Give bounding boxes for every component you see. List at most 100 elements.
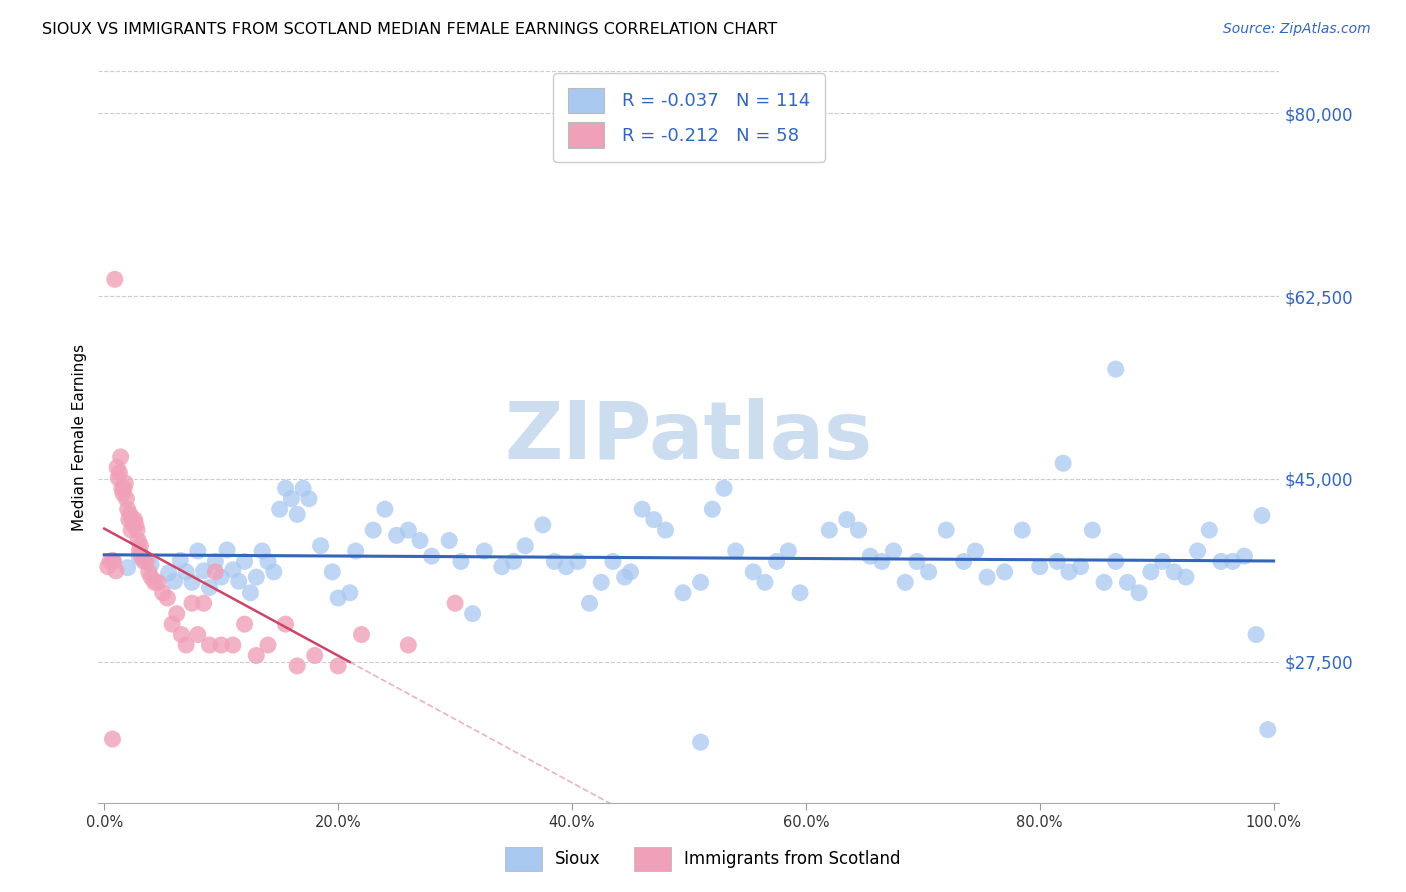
Point — [1011, 523, 1033, 537]
Point — [602, 554, 624, 568]
Point — [117, 502, 139, 516]
Point — [883, 544, 905, 558]
Point — [98, 554, 121, 568]
Point — [1152, 554, 1174, 568]
Point — [129, 539, 152, 553]
Point — [965, 544, 987, 558]
Point — [578, 596, 600, 610]
Point — [103, 554, 125, 568]
Point — [396, 638, 419, 652]
Point — [531, 517, 554, 532]
Point — [472, 544, 495, 558]
Point — [181, 575, 204, 590]
Point — [118, 508, 141, 522]
Point — [613, 570, 636, 584]
Point — [304, 648, 326, 663]
Point — [491, 559, 513, 574]
Point — [309, 539, 332, 553]
Point — [672, 586, 695, 600]
Text: ZIPatlas: ZIPatlas — [505, 398, 873, 476]
Point — [1029, 559, 1052, 574]
Point — [292, 481, 315, 495]
Point — [654, 523, 676, 537]
Point — [198, 581, 221, 595]
Point — [385, 528, 408, 542]
Point — [859, 549, 882, 564]
Point — [174, 565, 197, 579]
Point — [396, 523, 419, 537]
Point — [193, 564, 215, 578]
Point — [143, 575, 166, 590]
Point — [138, 565, 160, 579]
Point — [994, 565, 1017, 579]
Point — [118, 513, 141, 527]
Point — [321, 565, 343, 579]
Point — [420, 549, 443, 564]
Point — [1198, 523, 1220, 537]
Point — [111, 486, 134, 500]
Point — [101, 553, 124, 567]
Point — [894, 575, 917, 590]
Point — [139, 558, 162, 572]
Point — [917, 565, 939, 579]
Point — [754, 575, 776, 590]
Point — [125, 523, 148, 537]
Point — [233, 617, 256, 632]
Point — [104, 272, 127, 286]
Point — [245, 570, 267, 584]
Point — [952, 554, 974, 568]
Point — [976, 570, 998, 584]
Legend: Sioux, Immigrants from Scotland: Sioux, Immigrants from Scotland — [496, 839, 910, 880]
Point — [285, 659, 308, 673]
Point — [139, 570, 162, 584]
Point — [1070, 559, 1092, 574]
Point — [1105, 362, 1128, 376]
Point — [280, 491, 302, 506]
Point — [543, 554, 565, 568]
Point — [285, 508, 308, 522]
Point — [204, 554, 226, 568]
Point — [101, 732, 124, 747]
Point — [146, 575, 169, 590]
Point — [515, 539, 537, 553]
Point — [222, 563, 245, 577]
Point — [274, 617, 297, 632]
Point — [344, 544, 367, 558]
Point — [193, 596, 215, 610]
Point — [1081, 523, 1104, 537]
Point — [257, 554, 280, 568]
Point — [122, 517, 145, 532]
Point — [250, 544, 273, 558]
Point — [374, 502, 396, 516]
Point — [1092, 575, 1115, 590]
Point — [187, 544, 209, 558]
Point — [121, 513, 143, 527]
Point — [105, 460, 128, 475]
Y-axis label: Median Female Earnings: Median Female Earnings — [72, 343, 87, 531]
Point — [1251, 508, 1274, 523]
Point — [439, 533, 461, 548]
Point — [124, 513, 146, 527]
Point — [350, 627, 373, 641]
Point — [1174, 570, 1197, 584]
Point — [228, 574, 250, 589]
Point — [1140, 565, 1163, 579]
Point — [198, 638, 221, 652]
Point — [591, 575, 613, 590]
Point — [905, 554, 928, 568]
Point — [128, 544, 150, 558]
Point — [339, 586, 361, 600]
Point — [1105, 554, 1128, 568]
Point — [1128, 586, 1150, 600]
Point — [239, 586, 262, 600]
Point — [125, 517, 148, 532]
Point — [128, 550, 150, 565]
Point — [222, 638, 245, 652]
Point — [1116, 575, 1139, 590]
Point — [326, 659, 349, 673]
Point — [274, 481, 297, 495]
Point — [120, 523, 142, 537]
Point — [112, 481, 135, 495]
Point — [233, 554, 256, 568]
Point — [110, 450, 132, 464]
